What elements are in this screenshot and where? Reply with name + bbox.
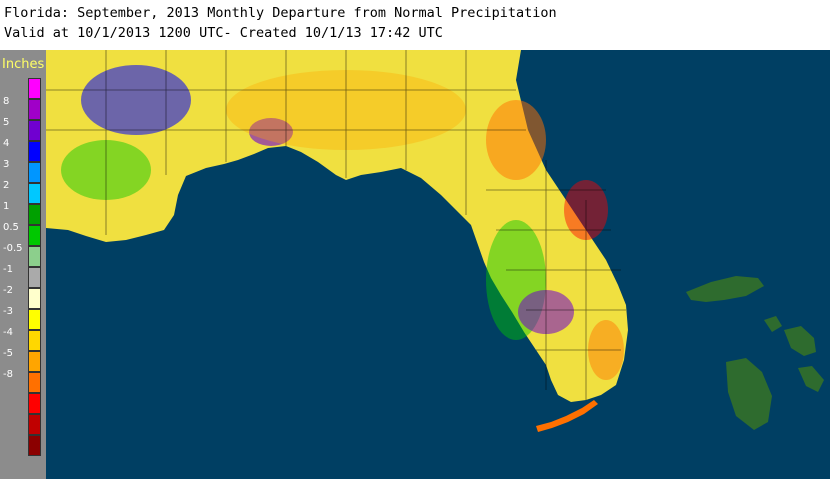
legend-label: 1: [3, 201, 10, 212]
legend-label: 4: [3, 138, 10, 149]
legend-swatch: [28, 162, 41, 183]
legend-label: -0.5: [3, 243, 23, 254]
legend-swatch: [28, 99, 41, 120]
bahamas-island-andros: [726, 358, 772, 430]
legend-swatch: [28, 309, 41, 330]
precipitation-map: [46, 50, 830, 479]
bahamas-island-north: [686, 276, 764, 302]
bahamas-island-se: [798, 366, 824, 392]
legend-label: 2: [3, 180, 10, 191]
map-canvas: [46, 50, 830, 479]
florida-keys: [536, 400, 598, 432]
legend-swatch: [28, 372, 41, 393]
legend-swatch: [28, 204, 41, 225]
legend-swatch: [28, 267, 41, 288]
legend-swatch: [28, 288, 41, 309]
legend-swatch: [28, 78, 41, 99]
legend-label: -1: [3, 264, 13, 275]
bahamas-island-small: [764, 316, 782, 332]
legend-label: -4: [3, 327, 13, 338]
legend-label: 8: [3, 96, 10, 107]
legend-swatch: [28, 225, 41, 246]
wet-area-alabama: [81, 65, 191, 135]
legend-swatch: [28, 435, 41, 456]
legend-label: 0.5: [3, 222, 19, 233]
legend-swatch: [28, 183, 41, 204]
legend-label: 3: [3, 159, 10, 170]
legend-swatch: [28, 351, 41, 372]
legend-label: -5: [3, 348, 13, 359]
map-title-block: Florida: September, 2013 Monthly Departu…: [4, 3, 830, 47]
legend-swatch: [28, 246, 41, 267]
legend-swatch: [28, 330, 41, 351]
county-boundaries: [46, 50, 626, 400]
legend-title: Inches: [2, 57, 45, 72]
map-title: Florida: September, 2013 Monthly Departu…: [4, 5, 557, 21]
legend-label: 5: [3, 117, 10, 128]
legend-swatch: [28, 141, 41, 162]
legend-swatch: [28, 120, 41, 141]
legend-label: -2: [3, 285, 13, 296]
legend-label: -3: [3, 306, 13, 317]
bahamas-island-east: [784, 326, 816, 356]
mainland-land: [46, 50, 628, 402]
legend: Inches 8 5 4 3 2 1 0.5 -0.5 -1 -2 -3 -4 -5 -8: [0, 50, 46, 479]
legend-swatch: [28, 414, 41, 435]
legend-label: -8: [3, 369, 13, 380]
legend-swatch: [28, 393, 41, 414]
dry-area-northeast: [486, 100, 546, 180]
wet-area-panhandle: [249, 118, 293, 146]
map-subtitle: Valid at 10/1/2013 1200 UTC- Created 10/…: [4, 25, 443, 41]
